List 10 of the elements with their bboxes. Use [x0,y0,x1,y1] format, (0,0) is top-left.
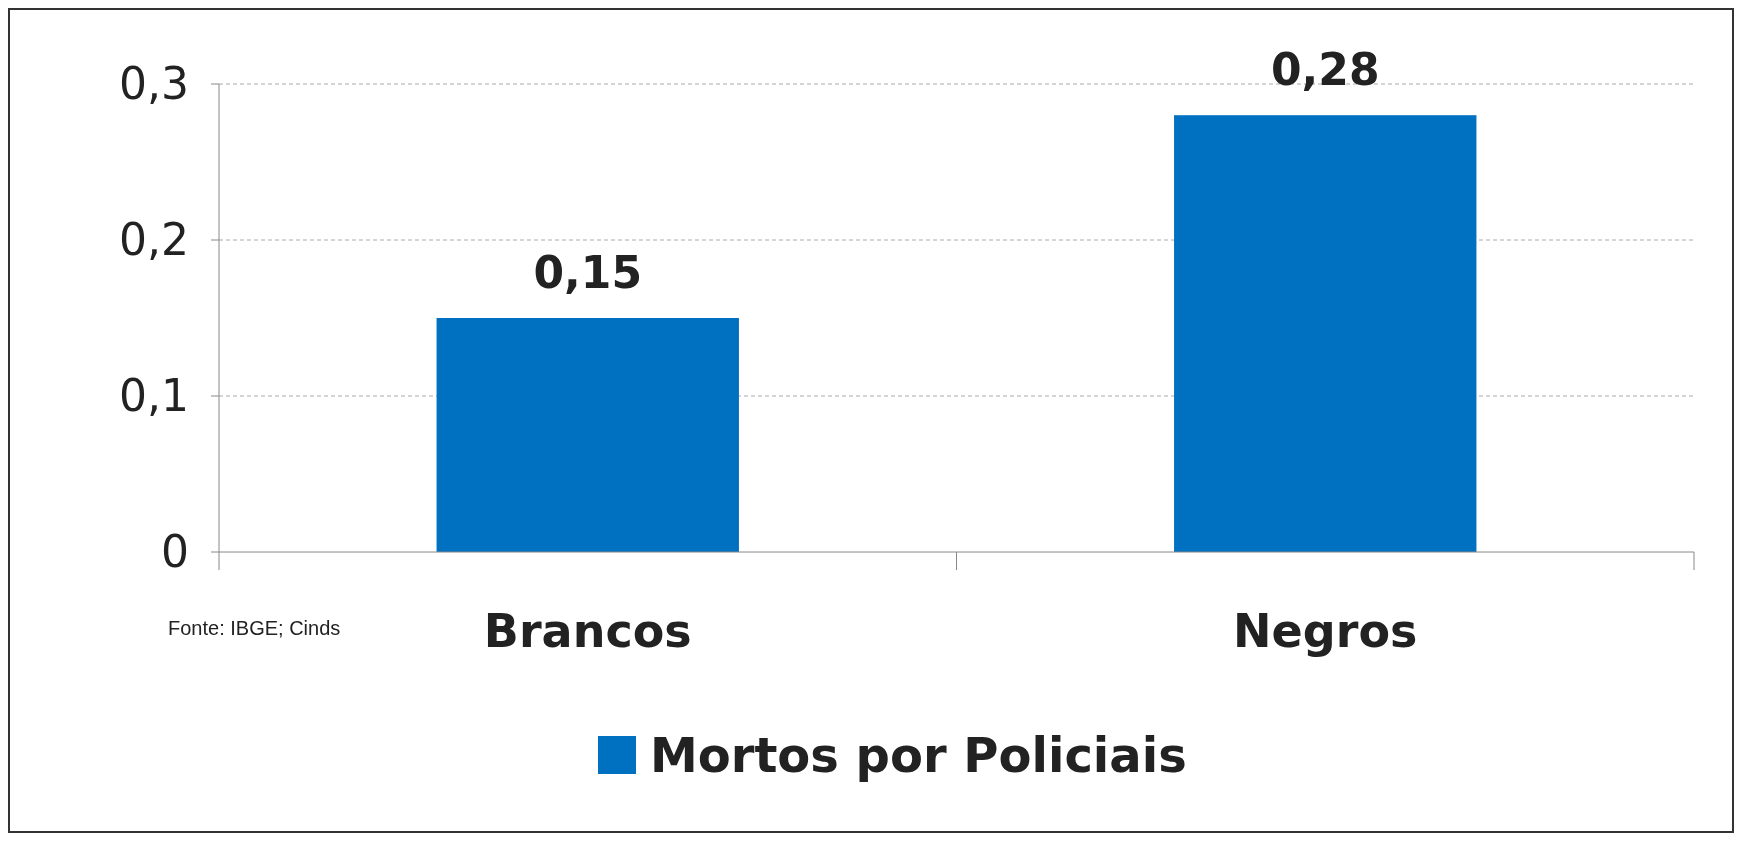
y-tick-label: 0,1 [119,370,189,422]
x-tick-label: Brancos [483,604,692,658]
legend-label: Mortos por Policiais [650,726,1187,783]
x-tick-label: Negros [1233,604,1418,658]
source-note: Fonte: IBGE; Cinds [168,617,341,639]
y-tick-label: 0,3 [119,58,189,110]
text: 0,28 [1270,44,1380,96]
y-tick-label: 0 [161,526,189,578]
text: 0,15 [533,247,643,298]
y-tick-label: 0,2 [119,214,189,266]
